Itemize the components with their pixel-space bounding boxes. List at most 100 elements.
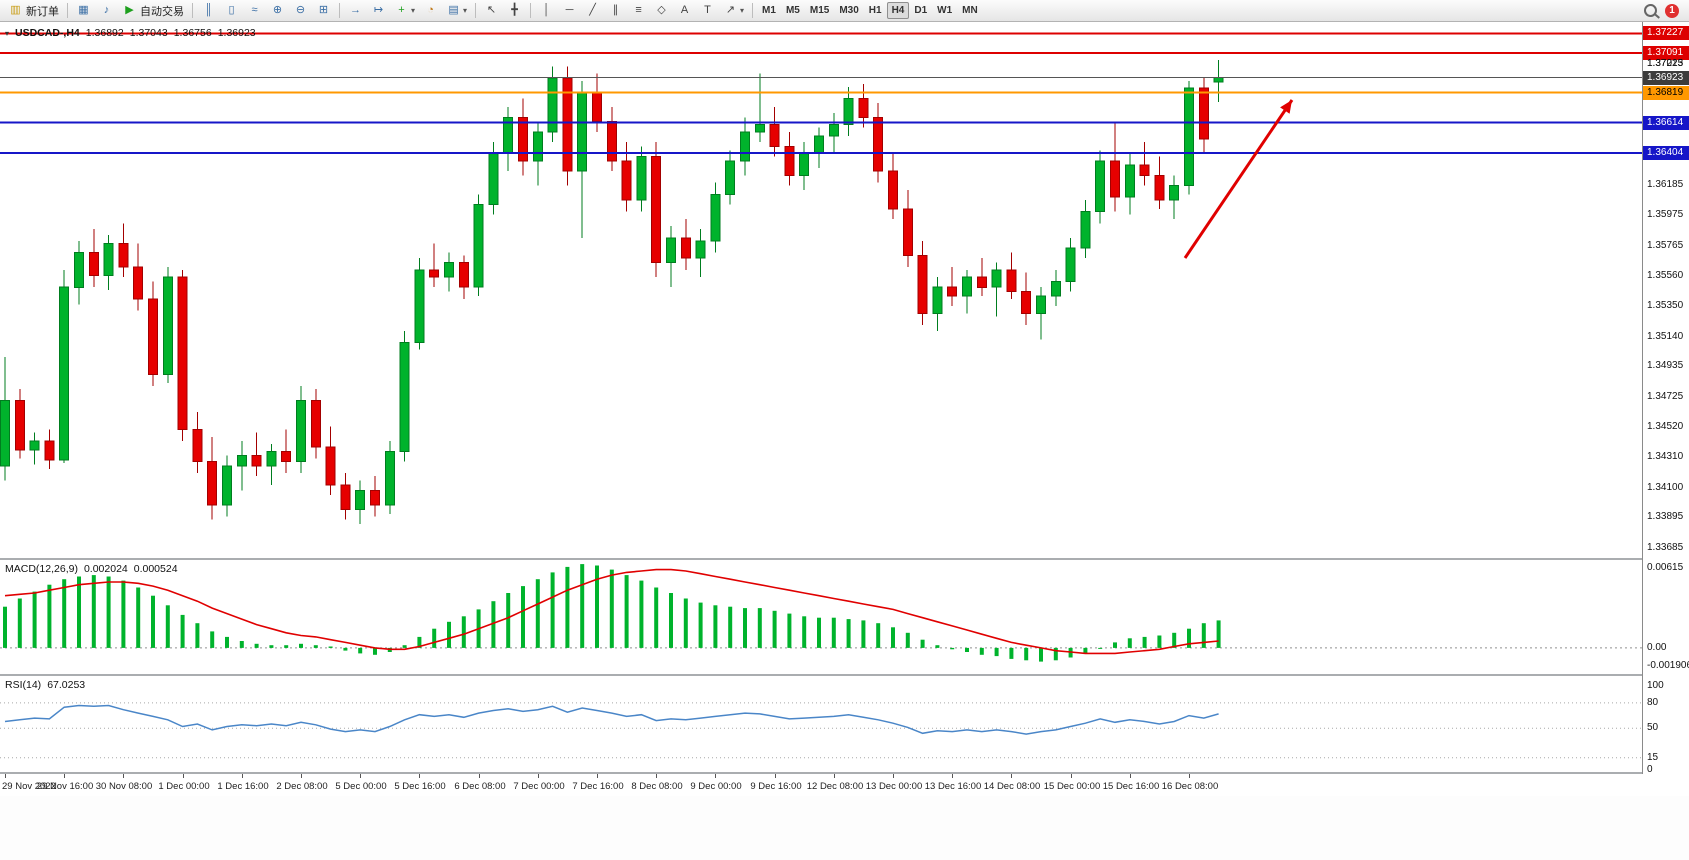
time-tick [834, 774, 835, 778]
toolbar-separator [752, 3, 754, 18]
crosshair-button[interactable]: ╋ [503, 2, 526, 20]
chart-ohlc-header: ▾ USDCAD-,H4 1.36892 1.37043 1.36756 1.3… [5, 27, 256, 39]
time-tick [1130, 774, 1131, 778]
time-axis-border [0, 772, 1689, 774]
price-tick-label: 1.37223 [1647, 58, 1684, 69]
new-order-label: 新订单 [26, 5, 59, 18]
price-box-label: 1.36819 [1643, 86, 1689, 100]
price-axis[interactable]: 1.37227 1.37091 1.36923 1.36819 1.36614 1.364… [1643, 22, 1689, 796]
time-tick [301, 774, 302, 778]
search-icon[interactable] [1644, 4, 1657, 17]
pane-splitter-macd[interactable] [0, 558, 1689, 560]
toolbar-separator [339, 3, 340, 18]
templates-icon: ▤ [448, 4, 459, 16]
low-value: 1.36756 [173, 27, 212, 39]
crosshair-icon: ╋ [511, 4, 518, 16]
price-tick-label: 1.35350 [1647, 300, 1684, 311]
timeframe-button-MN[interactable]: MN [957, 2, 983, 19]
time-label: 30 Nov 08:00 [95, 781, 153, 792]
timeframe-button-D1[interactable]: D1 [909, 2, 932, 19]
time-axis[interactable]: 29 Nov 2022 29 Nov 16:00 30 Nov 08:00 1 Dec… [0, 774, 1689, 796]
price-tick-label: 1.34935 [1647, 360, 1684, 371]
timeframe-button-M30[interactable]: M30 [834, 2, 863, 19]
price-tick-label: 1.35140 [1647, 331, 1684, 342]
price-tick-label: 1.35765 [1647, 240, 1684, 251]
rsi-value: 67.0253 [47, 679, 86, 691]
new-order-icon: ▥ [10, 4, 21, 16]
fibonacci-button[interactable]: ≡ [627, 2, 650, 20]
new-chart-button[interactable]: + ▾ [390, 2, 419, 20]
time-tick [715, 774, 716, 778]
arrows-button[interactable]: ↗ ▾ [719, 2, 748, 20]
high-value: 1.37043 [129, 27, 168, 39]
timeframe-button-M15[interactable]: M15 [805, 2, 834, 19]
horizontal-line-button[interactable]: ─ [558, 2, 581, 20]
clock-button[interactable]: ◔ [419, 2, 442, 20]
main-toolbar: ▥ 新订单 ▦ ♪ ▶ 自动交易 ║ ▯ ≈ ⊕ ⊖ ⊞ → ↦ + ▾ ◔ ▤ ▾ ↖ ╋ │ ─ ╱ ∥ ≡ ◇ A T ↗ ▾ M1 M… [0, 0, 1689, 22]
rsi-pane-canvas[interactable] [0, 676, 1642, 772]
text-button[interactable]: A [673, 2, 696, 20]
text-label-icon: T [704, 4, 711, 16]
autotrading-button[interactable]: ▶ 自动交易 [118, 2, 188, 20]
time-tick [1071, 774, 1072, 778]
vertical-line-button[interactable]: │ [535, 2, 558, 20]
time-tick [64, 774, 65, 778]
line-chart-button[interactable]: ≈ [243, 2, 266, 20]
time-tick [1189, 774, 1190, 778]
cursor-button[interactable]: ↖ [480, 2, 503, 20]
timeframe-button-M1[interactable]: M1 [757, 2, 781, 19]
bar-chart-button[interactable]: ║ [197, 2, 220, 20]
close-value: 1.36923 [217, 27, 256, 39]
time-label: 1 Dec 16:00 [217, 781, 269, 792]
empty-area [0, 796, 1689, 860]
zoom-out-button[interactable]: ⊖ [289, 2, 312, 20]
trendline-button[interactable]: ╱ [581, 2, 604, 20]
tile-windows-button[interactable]: ⊞ [312, 2, 335, 20]
rsi-header: RSI(14) 67.0253 [5, 679, 85, 691]
macd-tick-label: -0.001906 [1647, 660, 1689, 671]
notification-badge[interactable]: 1 [1665, 3, 1679, 18]
open-value: 1.36892 [85, 27, 124, 39]
timeframe-button-H1[interactable]: H1 [864, 2, 887, 19]
macd-tick-label: 0.00615 [1647, 562, 1684, 573]
time-tick [597, 774, 598, 778]
price-box-label: 1.36923 [1643, 71, 1689, 85]
zoom-in-button[interactable]: ⊕ [266, 2, 289, 20]
time-tick [775, 774, 776, 778]
time-label: 15 Dec 00:00 [1043, 781, 1101, 792]
main-chart-canvas[interactable] [0, 22, 1642, 558]
chart-shift-icon: ↦ [373, 4, 384, 16]
shapes-button[interactable]: ◇ [650, 2, 673, 20]
equidistant-channel-button[interactable]: ∥ [604, 2, 627, 20]
time-tick [893, 774, 894, 778]
text-label-button[interactable]: T [696, 2, 719, 20]
price-axis-border [1642, 22, 1643, 796]
toolbar-separator [530, 3, 532, 18]
timeframe-button-W1[interactable]: W1 [932, 2, 957, 19]
price-box-label: 1.37091 [1643, 46, 1689, 60]
chart-shift-button[interactable]: ↦ [367, 2, 390, 20]
auto-scroll-button[interactable]: → [344, 2, 367, 20]
bar-chart-icon: ║ [204, 4, 213, 16]
macd-tick-label: 0.00 [1647, 642, 1667, 653]
macd-pane-canvas[interactable] [0, 560, 1642, 674]
vertical-line-icon: │ [543, 4, 550, 16]
new-chart-icon: + [398, 4, 405, 16]
price-box-label: 1.36614 [1643, 116, 1689, 130]
new-chart-caret-icon: ▾ [411, 6, 416, 15]
macd-signal-value: 0.000524 [133, 563, 178, 575]
new-order-button[interactable]: ▥ 新订单 [4, 2, 63, 20]
time-label: 14 Dec 08:00 [983, 781, 1041, 792]
timeframe-button-H4[interactable]: H4 [886, 2, 910, 19]
price-tick-label: 1.35560 [1647, 270, 1684, 281]
timeframe-button-M5[interactable]: M5 [781, 2, 805, 19]
alerts-button[interactable]: ♪ [95, 2, 118, 20]
charts-window-button[interactable]: ▦ [72, 2, 95, 20]
time-tick [656, 774, 657, 778]
chart-menu-arrow-icon[interactable]: ▾ [5, 28, 10, 38]
candlestick-chart-button[interactable]: ▯ [220, 2, 243, 20]
pane-splitter-rsi[interactable] [0, 674, 1689, 676]
price-tick-label: 1.33895 [1647, 511, 1684, 522]
symbol-period-label: USDCAD-,H4 [15, 27, 80, 39]
templates-button[interactable]: ▤ ▾ [442, 2, 471, 20]
